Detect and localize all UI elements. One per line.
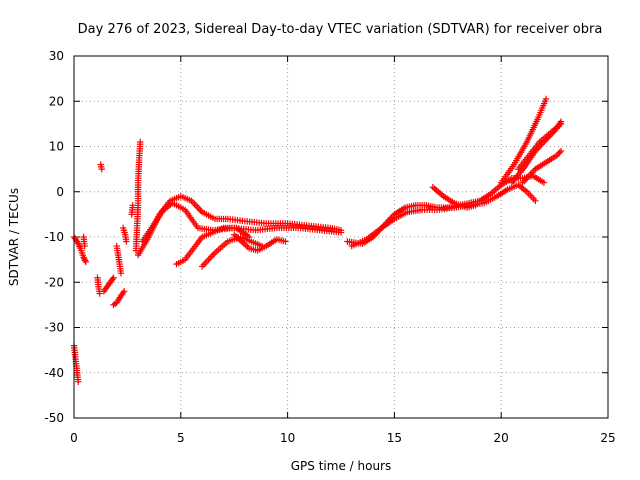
- y-tick-label: -50: [44, 411, 64, 425]
- y-tick-label: 30: [49, 49, 64, 63]
- data-point: [556, 149, 563, 156]
- y-tick-label: -30: [44, 321, 64, 335]
- x-tick-label: 25: [600, 431, 615, 445]
- data-point: [557, 120, 565, 128]
- data-point: [195, 205, 203, 213]
- data-point: [553, 152, 560, 159]
- data-point: [194, 204, 201, 211]
- data-point: [542, 95, 550, 103]
- plot-frame: [73, 55, 609, 419]
- data-point: [540, 179, 548, 186]
- y-tick-label: -10: [44, 230, 64, 244]
- data-point: [75, 378, 82, 385]
- x-tick-label: 5: [177, 431, 185, 445]
- y-tick-label: 10: [49, 140, 64, 154]
- data-point: [337, 229, 345, 236]
- data-point: [282, 238, 289, 245]
- x-tick-label: 0: [70, 431, 78, 445]
- data-point: [110, 274, 117, 281]
- axis-ticks: 0 5 10 15 20 25 -50 -40 -30 -20 -10 0 10 20 30: [44, 49, 615, 445]
- data-point: [472, 202, 479, 209]
- x-tick-label: 20: [494, 431, 509, 445]
- data-point: [80, 254, 87, 261]
- data-point: [554, 150, 562, 158]
- data-point: [532, 197, 539, 204]
- data-points: [70, 95, 565, 385]
- data-point: [129, 202, 136, 209]
- data-point: [192, 202, 200, 209]
- chart-grid: [74, 56, 608, 418]
- data-point: [123, 238, 130, 245]
- data-point: [119, 289, 127, 297]
- data-point: [81, 257, 89, 264]
- data-point: [109, 276, 116, 283]
- x-tick-label: 10: [280, 431, 295, 445]
- data-point: [137, 138, 144, 146]
- data-point: [557, 147, 565, 155]
- y-tick-label: 20: [49, 94, 64, 108]
- y-tick-label: -40: [44, 366, 64, 380]
- data-point: [98, 165, 105, 173]
- data-point: [81, 242, 88, 250]
- y-tick-label: 0: [56, 185, 64, 199]
- chart-title: Day 276 of 2023, Sidereal Day-to-day VTE…: [78, 22, 603, 37]
- data-point: [82, 258, 89, 266]
- data-point: [81, 255, 88, 263]
- data-point: [191, 200, 198, 208]
- data-point: [120, 288, 128, 295]
- y-tick-label: -20: [44, 275, 64, 289]
- data-point: [96, 290, 103, 297]
- data-point: [117, 270, 125, 277]
- x-axis-label: GPS time / hours: [291, 459, 392, 473]
- x-tick-label: 15: [387, 431, 402, 445]
- y-axis-label: SDTVAR / TECUs: [7, 188, 21, 286]
